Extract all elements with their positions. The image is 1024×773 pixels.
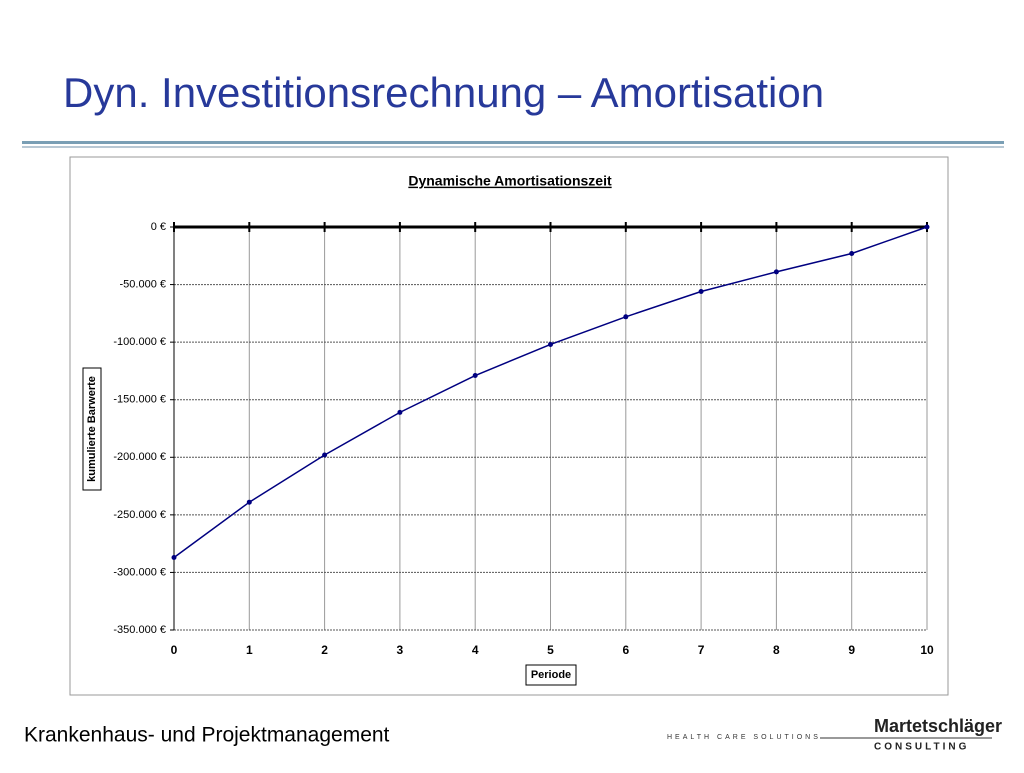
data-point — [849, 250, 855, 256]
data-point — [246, 499, 252, 505]
x-axis-label: Periode — [531, 669, 571, 681]
y-tick-label: -250.000 € — [113, 509, 166, 521]
x-tick-label: 8 — [773, 643, 780, 657]
y-tick-label: 0 € — [151, 221, 166, 233]
data-point — [397, 409, 403, 415]
data-point — [623, 314, 629, 320]
x-tick-label: 6 — [622, 643, 629, 657]
logo-tagline: HEALTH CARE SOLUTIONS — [667, 734, 821, 741]
chart-frame — [69, 156, 949, 696]
data-point — [924, 224, 930, 230]
y-label-box — [82, 367, 102, 491]
x-tick-label: 3 — [397, 643, 404, 657]
data-point — [698, 288, 704, 294]
data-point — [322, 452, 328, 458]
data-point — [548, 341, 553, 347]
data-point — [472, 373, 478, 379]
x-label-box — [525, 664, 577, 686]
x-tick-label: 2 — [321, 643, 328, 657]
y-axis-label: kumulierte Barwerte — [86, 376, 98, 482]
logo-sub: CONSULTING — [874, 742, 969, 753]
y-tick-label: -150.000 € — [113, 394, 166, 406]
x-tick-label: 0 — [171, 643, 178, 657]
logo-name: Martetschläger — [874, 716, 1002, 736]
slide-title: Dyn. Investitionsrechnung – Amortisation — [63, 69, 824, 116]
x-tick-label: 4 — [472, 643, 479, 657]
x-tick-label: 5 — [547, 643, 554, 657]
y-tick-label: -350.000 € — [113, 624, 166, 636]
y-tick-label: -100.000 € — [113, 336, 166, 348]
data-point — [773, 269, 779, 275]
data-point — [171, 554, 177, 560]
chart-title: Dynamische Amortisationszeit — [408, 173, 612, 189]
footer: Krankenhaus- und Projektmanagement — [24, 724, 390, 747]
y-tick-label: -300.000 € — [113, 566, 166, 578]
x-tick-label: 7 — [698, 643, 705, 657]
y-tick-label: -200.000 € — [113, 451, 166, 463]
x-tick-label: 9 — [848, 643, 855, 657]
y-tick-label: -50.000 € — [120, 278, 166, 290]
rule — [22, 146, 1004, 148]
x-tick-label: 10 — [920, 643, 934, 657]
x-tick-label: 1 — [246, 643, 253, 657]
rule — [22, 141, 1004, 144]
